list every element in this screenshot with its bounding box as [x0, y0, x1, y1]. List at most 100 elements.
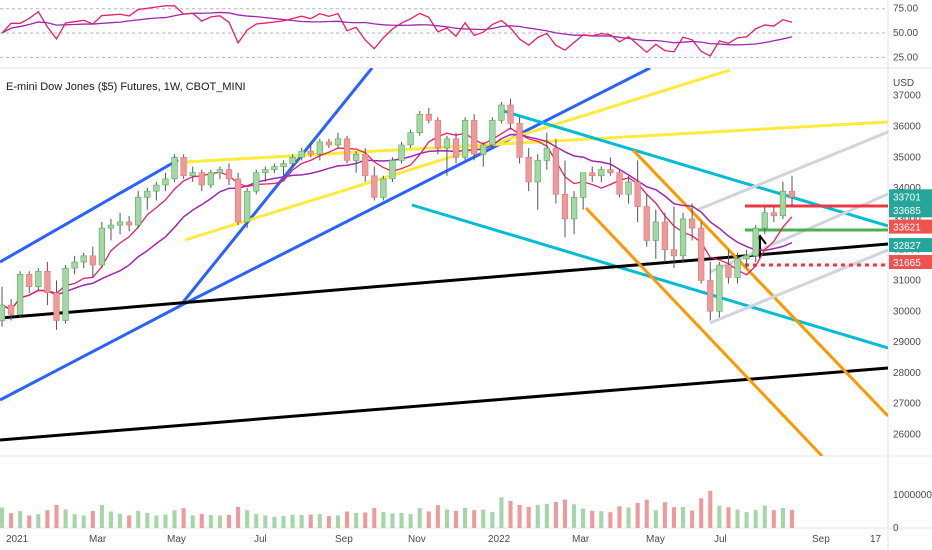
- candle-body: [262, 169, 269, 173]
- volume-bar: [726, 507, 731, 528]
- candle-body: [507, 104, 514, 124]
- candle-body: [489, 120, 496, 146]
- orange-channel-upper-line[interactable]: [631, 148, 888, 418]
- volume-bar: [508, 500, 513, 528]
- volume-bar: [572, 504, 577, 528]
- black-support-line-upper[interactable]: [0, 242, 888, 320]
- volume-bar: [217, 515, 222, 528]
- candle-body: [389, 160, 396, 180]
- candle-body: [716, 264, 723, 312]
- candle-body: [498, 104, 505, 121]
- volume-bar: [590, 510, 595, 528]
- orange-channel-lower-line[interactable]: [584, 206, 824, 456]
- candle-body: [707, 280, 714, 312]
- blue-uptrend-line[interactable]: [179, 68, 651, 308]
- candle-body: [580, 172, 587, 198]
- price-badge-green-level-2: [889, 238, 932, 253]
- volume-bar: [345, 511, 350, 528]
- volume-bar: [617, 506, 622, 528]
- volume-bar: [662, 502, 667, 528]
- time-tick-label: Jul: [714, 534, 727, 545]
- time-axis: 2021 Mar May Jul Sep Nov 2022 Mar May Jul Sep 17: [6, 534, 882, 545]
- volume-bar: [535, 504, 540, 528]
- candle-body: [53, 292, 60, 321]
- volume-bar: [208, 515, 213, 528]
- candle-body: [35, 270, 42, 287]
- volume-bar: [18, 511, 23, 528]
- time-tick-label: May: [646, 534, 665, 545]
- blue-channel-lower-line-b[interactable]: [178, 68, 374, 307]
- candle-body: [62, 267, 69, 321]
- volume-bar: [226, 514, 232, 528]
- volume-bar: [254, 514, 259, 528]
- candle-body: [570, 197, 578, 220]
- price-tick-label: 29000: [893, 337, 921, 348]
- candle-body: [698, 227, 705, 281]
- volume-bar: [99, 504, 104, 528]
- black-support-line-lower[interactable]: [0, 366, 888, 442]
- rsi-tick-label: 25.00: [893, 52, 918, 63]
- blue-channel-lower-line-a[interactable]: [0, 304, 181, 402]
- candle-body: [616, 172, 623, 195]
- price-tick-label: 27000: [893, 399, 921, 410]
- candle-body: [679, 218, 687, 257]
- blue-channel-upper-line[interactable]: [0, 158, 179, 264]
- candle-body: [543, 147, 550, 161]
- volume-bar: [172, 510, 177, 528]
- trendline-drawings[interactable]: [0, 68, 888, 456]
- candle-body: [162, 178, 169, 186]
- candle-body: [116, 221, 124, 226]
- candle-body: [779, 190, 787, 217]
- candle-body: [589, 172, 596, 177]
- volume-bar: [771, 510, 776, 528]
- candle-body: [334, 138, 342, 146]
- candle-body: [0, 304, 6, 321]
- volume-bar: [708, 490, 713, 528]
- volume-bar: [90, 510, 95, 528]
- candle-body: [443, 138, 451, 149]
- volume-bar: [517, 504, 522, 528]
- volume-bars: [0, 490, 795, 528]
- candle-body: [380, 178, 387, 198]
- volume-bar: [526, 506, 531, 528]
- volume-bar: [317, 514, 322, 528]
- candle-body: [280, 163, 287, 167]
- volume-bar: [181, 508, 186, 528]
- candlestick-series: [0, 98, 796, 330]
- price-badges: 3370101:03:4933685336213282731665: [889, 189, 932, 269]
- price-tick-label: 31000: [893, 275, 921, 286]
- volume-bar: [680, 506, 686, 528]
- candle-body: [752, 227, 759, 257]
- volume-bar: [690, 510, 695, 528]
- candle-body: [634, 181, 641, 207]
- candle-body: [7, 304, 15, 315]
- volume-bar: [562, 499, 568, 528]
- volume-bar: [308, 514, 313, 528]
- volume-bar: [399, 512, 404, 528]
- volume-bar: [45, 510, 50, 528]
- currency-label: USD: [893, 78, 914, 89]
- candle-body: [643, 206, 650, 241]
- volume-tick-label: 1000000: [893, 490, 932, 501]
- volume-bar: [789, 509, 795, 528]
- fast-moving-average-line: [1, 127, 793, 311]
- grey-channel-lower-line[interactable]: [709, 248, 888, 325]
- candle-body: [316, 141, 323, 155]
- candle-body: [26, 274, 33, 287]
- candle-body: [552, 147, 560, 195]
- candle-body: [253, 172, 260, 192]
- candle-body: [434, 120, 441, 149]
- candle-body: [135, 197, 142, 226]
- candle-body: [725, 264, 732, 278]
- rsi-tick-label: 50.00: [893, 28, 918, 39]
- candle-body: [325, 141, 333, 146]
- grey-channel-upper-line[interactable]: [696, 130, 888, 212]
- candle-body: [234, 178, 242, 223]
- candle-body: [89, 255, 96, 266]
- chart-title: E-mini Dow Jones ($5) Futures, 1W, CBOT_…: [6, 81, 246, 93]
- volume-bar: [753, 510, 758, 528]
- volume-bar: [27, 515, 32, 528]
- volume-bar: [490, 511, 495, 528]
